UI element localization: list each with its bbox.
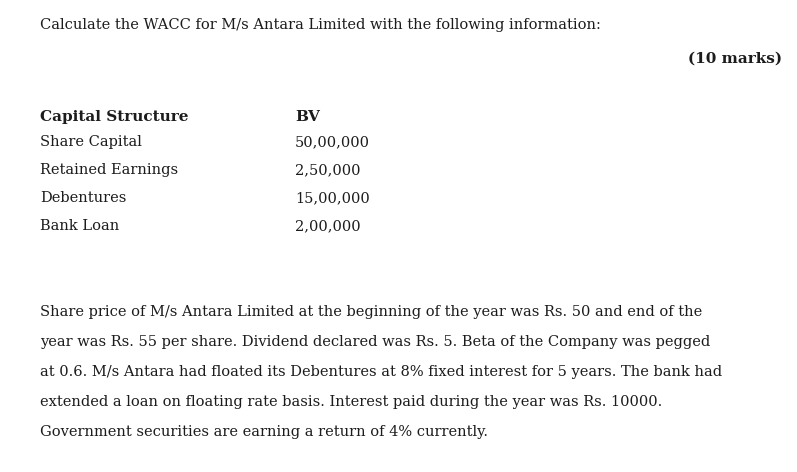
Text: Share Capital: Share Capital bbox=[40, 135, 142, 149]
Text: 2,50,000: 2,50,000 bbox=[295, 163, 360, 177]
Text: Bank Loan: Bank Loan bbox=[40, 219, 120, 233]
Text: Government securities are earning a return of 4% currently.: Government securities are earning a retu… bbox=[40, 425, 488, 439]
Text: (10 marks): (10 marks) bbox=[688, 52, 782, 66]
Text: 50,00,000: 50,00,000 bbox=[295, 135, 370, 149]
Text: Calculate the WACC for M/s Antara Limited with the following information:: Calculate the WACC for M/s Antara Limite… bbox=[40, 18, 601, 32]
Text: Debentures: Debentures bbox=[40, 191, 127, 205]
Text: Capital Structure: Capital Structure bbox=[40, 110, 189, 124]
Text: BV: BV bbox=[295, 110, 320, 124]
Text: 15,00,000: 15,00,000 bbox=[295, 191, 370, 205]
Text: year was Rs. 55 per share. Dividend declared was Rs. 5. Beta of the Company was : year was Rs. 55 per share. Dividend decl… bbox=[40, 335, 710, 349]
Text: 2,00,000: 2,00,000 bbox=[295, 219, 360, 233]
Text: extended a loan on floating rate basis. Interest paid during the year was Rs. 10: extended a loan on floating rate basis. … bbox=[40, 395, 662, 409]
Text: Retained Earnings: Retained Earnings bbox=[40, 163, 178, 177]
Text: Share price of M/s Antara Limited at the beginning of the year was Rs. 50 and en: Share price of M/s Antara Limited at the… bbox=[40, 305, 702, 319]
Text: at 0.6. M/s Antara had floated its Debentures at 8% fixed interest for 5 years. : at 0.6. M/s Antara had floated its Deben… bbox=[40, 365, 722, 379]
